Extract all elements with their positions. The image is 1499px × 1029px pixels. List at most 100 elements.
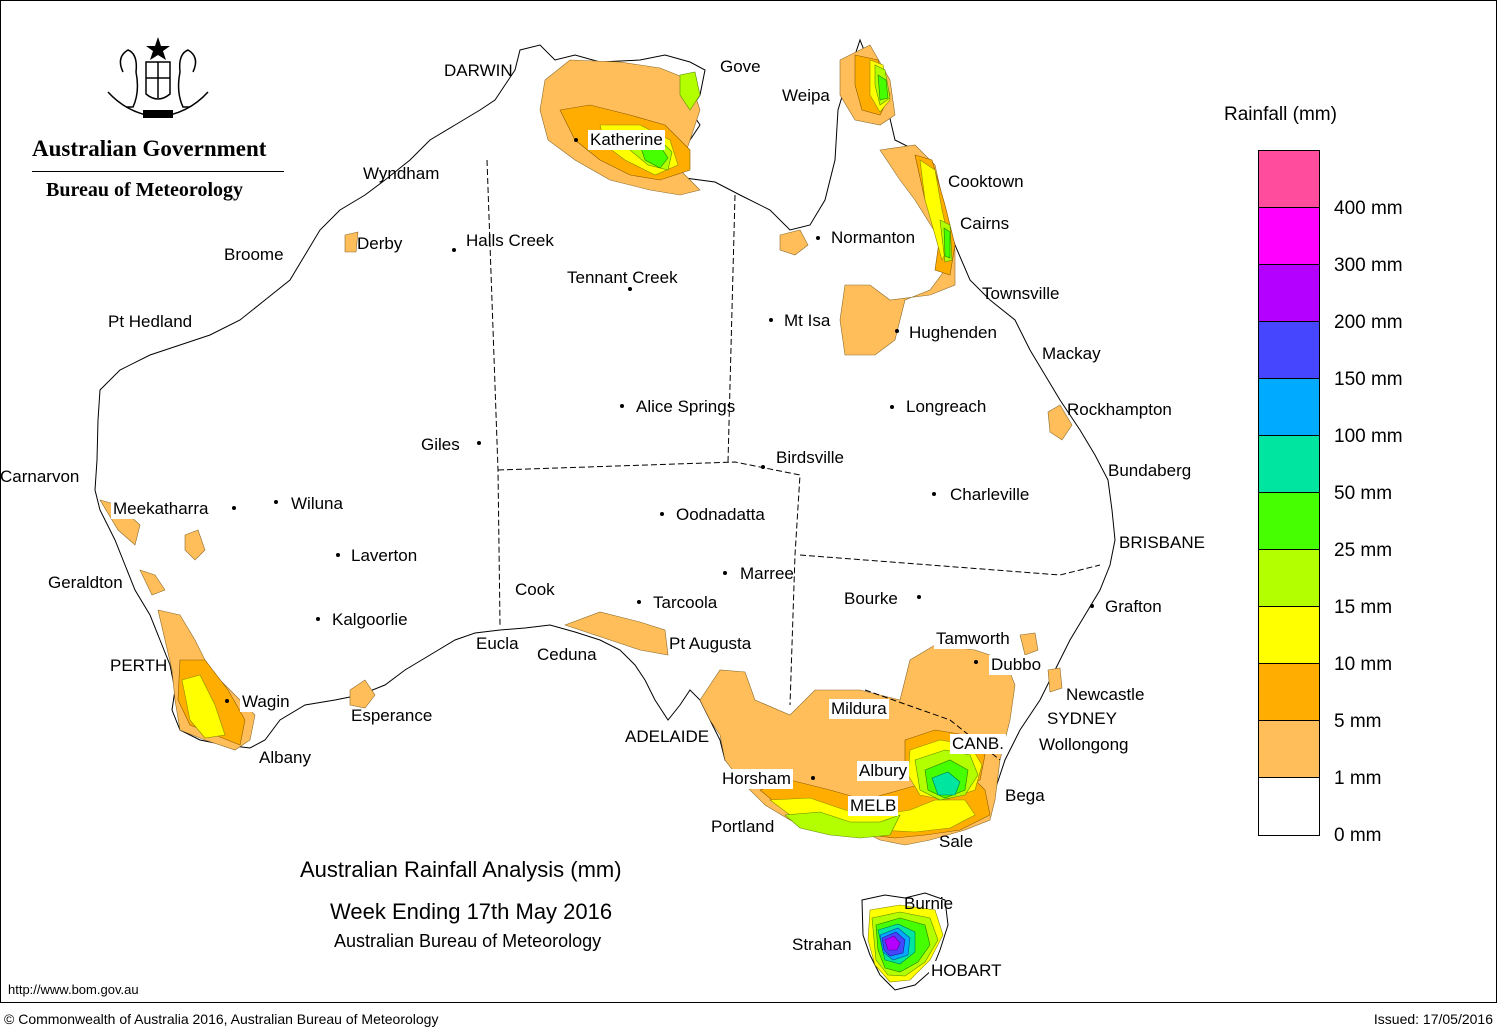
legend-label: 150 mm [1334,369,1403,390]
label-laverton: Laverton [351,546,418,565]
legend-color-bar [1258,150,1320,836]
legend-swatch [1259,322,1319,379]
legend-title: Rainfall (mm) [1224,104,1337,125]
legend-swatch [1259,550,1319,607]
dot-charleville [932,492,936,496]
dot-wiluna [274,500,278,504]
legend-swatch [1259,664,1319,721]
legend-label: 5 mm [1334,711,1382,732]
label-horsham: Horsham [720,769,793,789]
label-pt-augusta: Pt Augusta [669,634,752,653]
label-ceduna: Ceduna [537,645,597,664]
dot-tennant-creek [628,287,632,291]
label-brisbane: BRISBANE [1119,533,1205,552]
label-derby: Derby [357,234,403,253]
legend-label: 300 mm [1334,255,1403,276]
legend-swatch [1259,208,1319,265]
label-hobart: HOBART [929,961,1004,981]
map-subtitle: Week Ending 17th May 2016 [330,899,613,924]
label-halls-creek: Halls Creek [466,231,554,250]
label-perth: PERTH [110,656,168,675]
label-giles: Giles [421,435,460,454]
dot-normanton [816,236,820,240]
label-albury: Albury [857,761,910,781]
copyright-notice: © Commonwealth of Australia 2016, Austra… [4,1011,439,1027]
state-borders [486,159,1101,761]
legend-label: 1 mm [1334,768,1382,789]
label-adelaide: ADELAIDE [623,727,712,747]
dot-horsham [811,776,815,780]
map-title: Australian Rainfall Analysis (mm) [300,857,622,882]
label-sale: Sale [939,832,974,851]
dot-giles [477,441,481,445]
label-charleville: Charleville [950,485,1030,504]
government-title: Australian Government [32,136,267,161]
label-bega: Bega [1005,786,1045,805]
legend-label: 10 mm [1334,654,1393,675]
rain-200-300mm [884,935,901,951]
label-normanton: Normanton [831,228,916,247]
label-carnarvon: Carnarvon [0,467,80,486]
label-wagin: Wagin [240,692,292,712]
label-alice-springs: Alice Springs [636,397,736,416]
label-gove: Gove [720,57,761,76]
label-wiluna: Wiluna [291,494,343,513]
label-albany: Albany [259,748,311,767]
header-divider [32,171,284,172]
dot-katherine [574,138,578,142]
map-frame [0,0,1497,1003]
label-mackay: Mackay [1042,344,1101,363]
dot-wagin [225,699,229,703]
label-dubbo: Dubbo [989,655,1044,675]
legend-swatch [1259,265,1319,322]
legend-swatch [1259,151,1319,208]
label-mt-isa: Mt Isa [784,311,831,330]
label-cooktown: Cooktown [948,172,1024,191]
label-geraldton: Geraldton [48,573,123,592]
legend-label: 0 mm [1334,825,1382,846]
dot-halls-creek [452,248,456,252]
label-rockhampton: Rockhampton [1067,400,1172,419]
label-katherine: Katherine [588,130,665,150]
label-portland: Portland [711,817,775,836]
label-newcastle: Newcastle [1066,685,1145,704]
label-broome: Broome [224,245,284,264]
label-canberra: CANB. [950,734,1006,754]
website-link[interactable]: http://www.bom.gov.au [8,982,139,997]
legend-swatch [1259,721,1319,778]
label-bourke: Bourke [844,589,898,608]
legend-label: 100 mm [1334,426,1403,447]
legend-label: 25 mm [1334,540,1393,561]
dot-oodnadatta [660,512,664,516]
label-eucla: Eucla [476,634,519,653]
label-mildura: Mildura [829,699,889,719]
dot-marree [723,571,727,575]
label-meekatharra: Meekatharra [111,499,211,519]
dot-birdsville [761,465,765,469]
label-cook: Cook [515,580,555,599]
label-hughenden: Hughenden [909,323,997,342]
legend-swatch [1259,607,1319,664]
dot-hughenden [895,329,899,333]
legend-label: 15 mm [1334,597,1393,618]
dot-meekatharra [232,506,236,510]
bureau-title: Bureau of Meteorology [46,179,244,201]
map-source: Australian Bureau of Meteorology [334,931,602,951]
dot-laverton [336,553,340,557]
label-melbourne: MELB [848,796,899,816]
issued-date: Issued: 17/05/2016 [1373,1011,1493,1027]
legend-label: 400 mm [1334,198,1403,219]
label-longreach: Longreach [906,397,987,416]
label-townsville: Townsville [982,284,1060,303]
label-birdsville: Birdsville [776,448,845,467]
label-weipa: Weipa [782,86,830,105]
label-wollongong: Wollongong [1039,735,1129,754]
label-oodnadatta: Oodnadatta [676,505,765,524]
dot-kalgoorlie [316,617,320,621]
label-wyndham: Wyndham [363,164,440,183]
label-tamworth: Tamworth [934,629,1012,649]
label-tennant-creek: Tennant Creek [567,268,678,287]
label-esperance: Esperance [351,706,433,725]
label-strahan: Strahan [792,935,852,954]
